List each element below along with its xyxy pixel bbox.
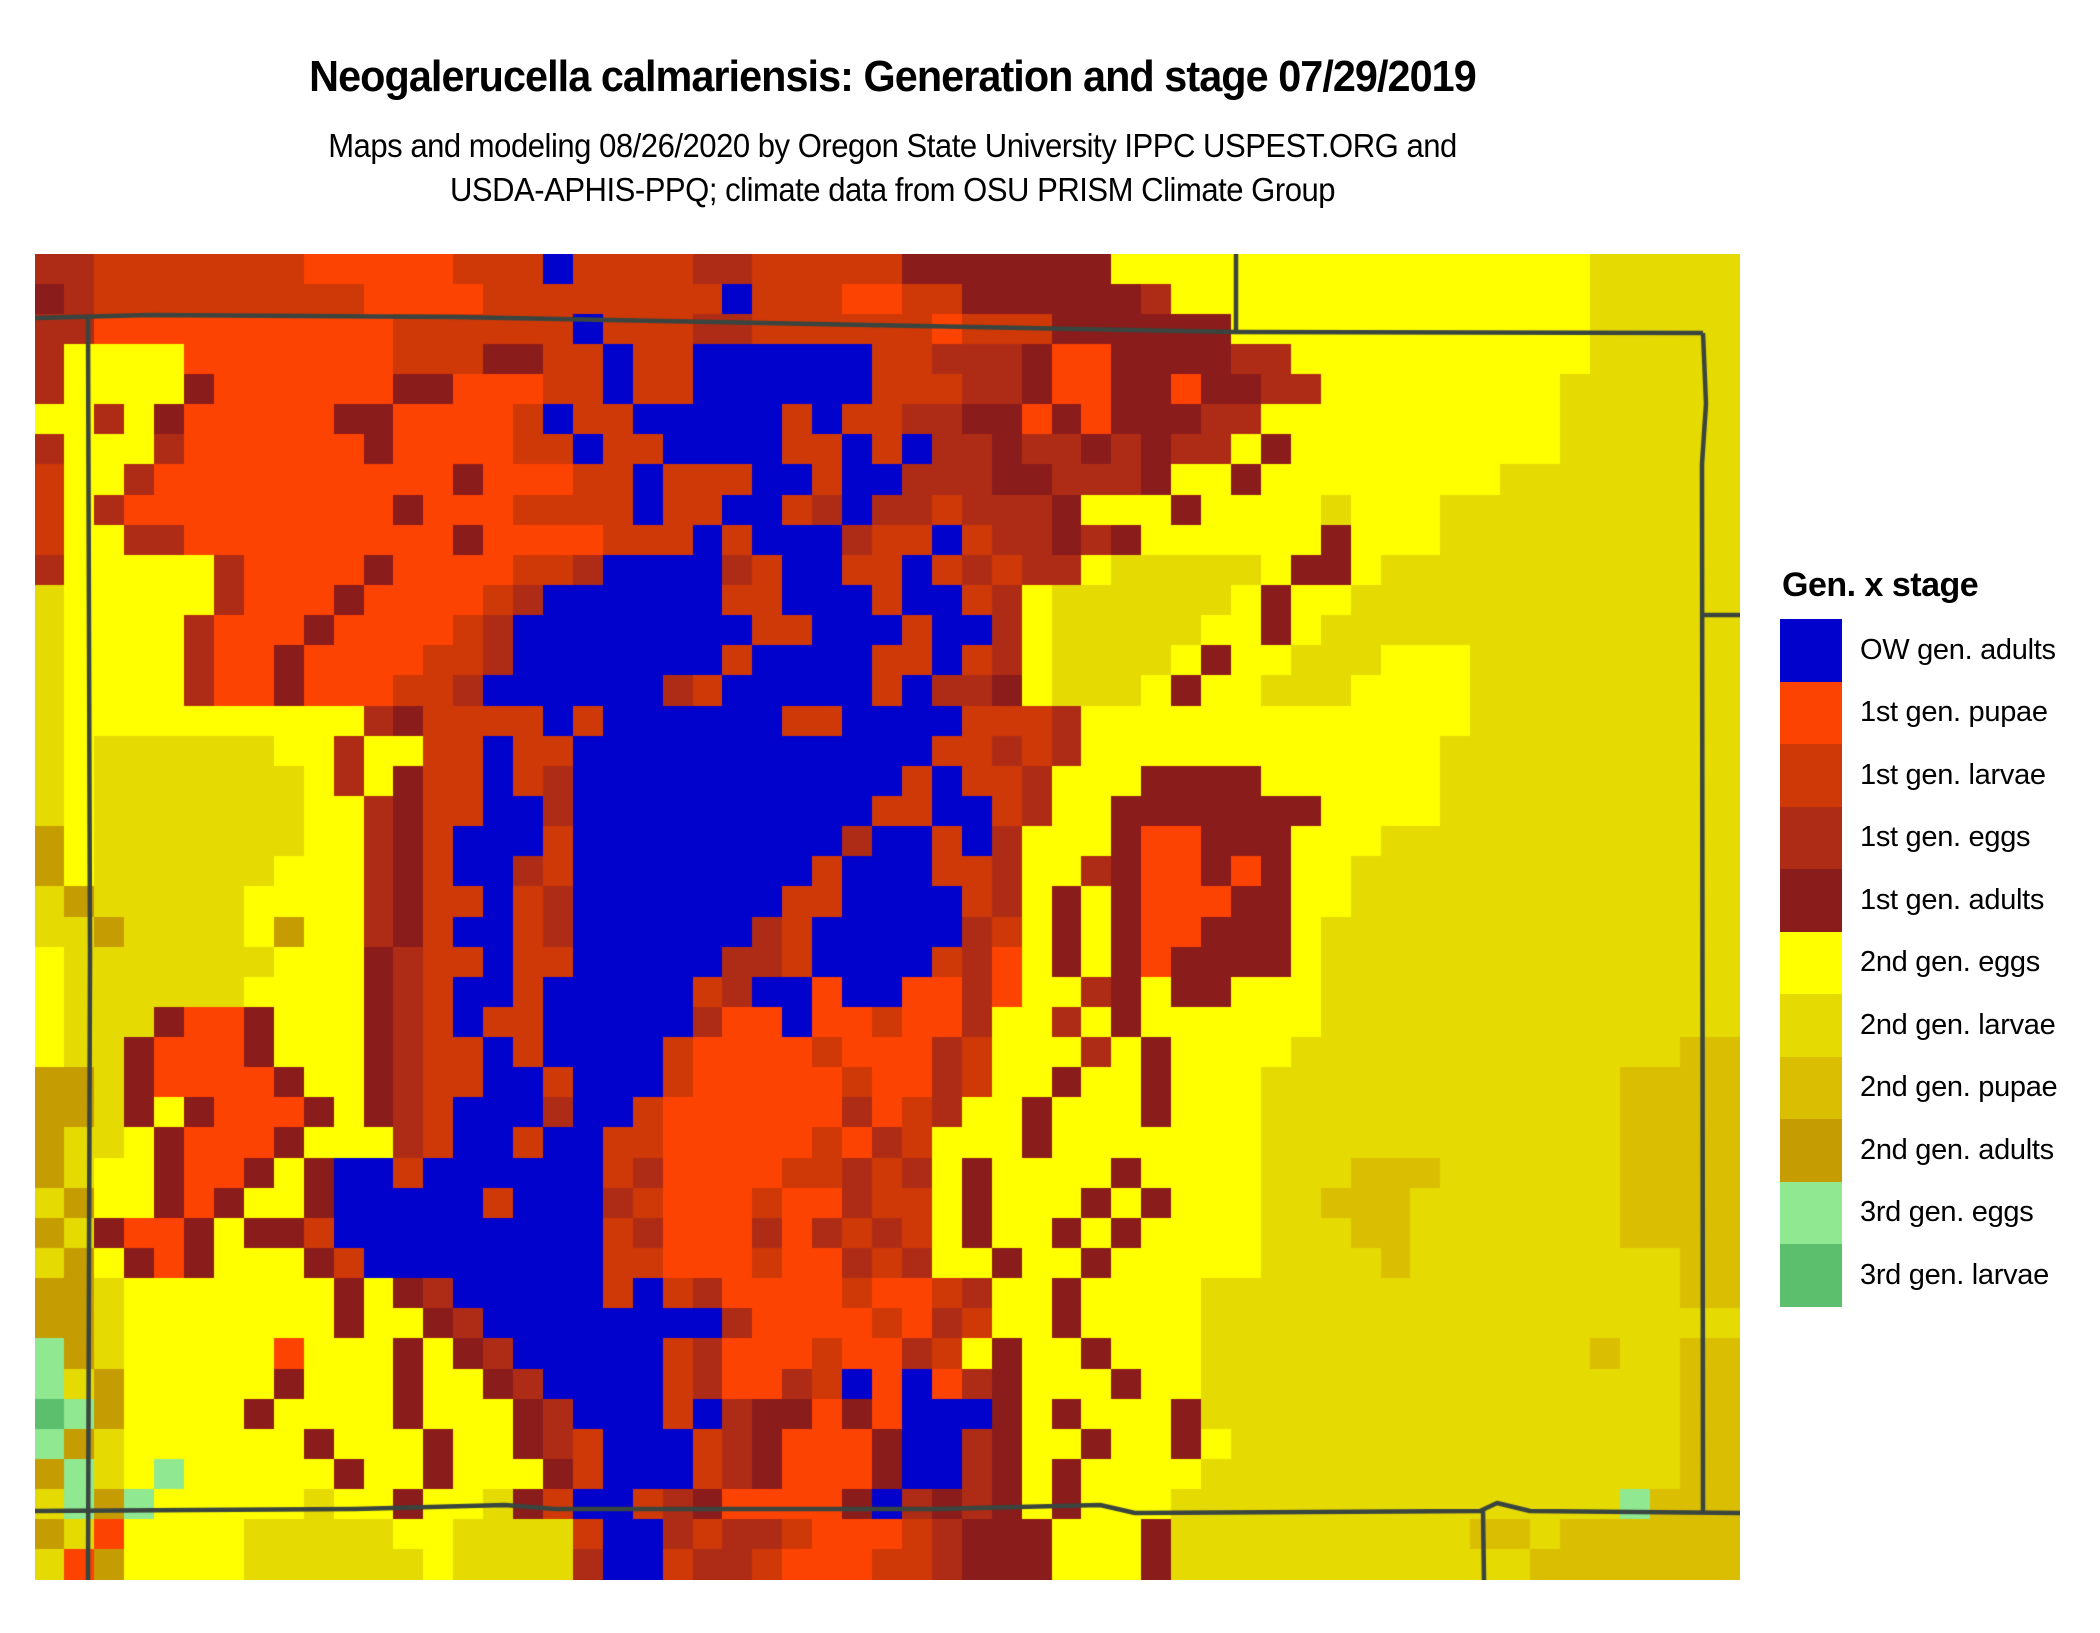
legend: Gen. x stage OW gen. adults 1st gen. pupa… xyxy=(1780,566,2100,1307)
legend-item: 3rd gen. larvae xyxy=(1780,1244,2100,1307)
legend-item-label: 1st gen. larvae xyxy=(1860,758,2046,791)
legend-swatch xyxy=(1780,1244,1842,1307)
legend-item: 3rd gen. eggs xyxy=(1780,1181,2100,1244)
legend-item-label: 2nd gen. adults xyxy=(1860,1133,2054,1166)
legend-swatch xyxy=(1780,744,1842,807)
legend-item: OW gen. adults xyxy=(1780,619,2100,682)
legend-item-label: 2nd gen. pupae xyxy=(1860,1071,2058,1104)
legend-swatch xyxy=(1780,1119,1842,1182)
legend-swatch xyxy=(1780,681,1842,744)
legend-swatch xyxy=(1780,619,1842,682)
map-subtitle-line1: Maps and modeling 08/26/2020 by Oregon S… xyxy=(328,127,1457,164)
legend-item-label: 2nd gen. eggs xyxy=(1860,946,2040,979)
legend-item: 1st gen. pupae xyxy=(1780,681,2100,744)
legend-item: 2nd gen. eggs xyxy=(1780,931,2100,994)
legend-swatch xyxy=(1780,869,1842,932)
legend-swatch xyxy=(1780,994,1842,1057)
legend-item-label: OW gen. adults xyxy=(1860,633,2056,666)
legend-swatch xyxy=(1780,806,1842,869)
legend-swatch xyxy=(1780,1056,1842,1119)
legend-items: OW gen. adults 1st gen. pupae 1st gen. lar… xyxy=(1780,619,2100,1307)
legend-item: 2nd gen. larvae xyxy=(1780,994,2100,1057)
header: Neogalerucella calmariensis: Generation … xyxy=(86,52,1698,212)
legend-swatch xyxy=(1780,1181,1842,1244)
legend-item: 2nd gen. pupae xyxy=(1780,1056,2100,1119)
legend-item: 1st gen. eggs xyxy=(1780,806,2100,869)
legend-item-label: 1st gen. adults xyxy=(1860,883,2045,916)
legend-item-label: 3rd gen. larvae xyxy=(1860,1258,2049,1291)
legend-item: 1st gen. adults xyxy=(1780,869,2100,932)
phenology-raster-map xyxy=(35,254,1740,1580)
legend-title: Gen. x stage xyxy=(1782,566,1979,604)
legend-item-label: 3rd gen. eggs xyxy=(1860,1196,2034,1229)
legend-swatch xyxy=(1780,931,1842,994)
legend-item: 1st gen. larvae xyxy=(1780,744,2100,807)
legend-item-label: 2nd gen. larvae xyxy=(1860,1008,2056,1041)
legend-item: 2nd gen. adults xyxy=(1780,1119,2100,1182)
page-title: Neogalerucella calmariensis: Generation … xyxy=(309,52,1477,101)
map-subtitle-line2: USDA-APHIS-PPQ; climate data from OSU PR… xyxy=(449,171,1336,208)
legend-item-label: 1st gen. pupae xyxy=(1860,696,2048,729)
legend-item-label: 1st gen. eggs xyxy=(1860,821,2031,854)
